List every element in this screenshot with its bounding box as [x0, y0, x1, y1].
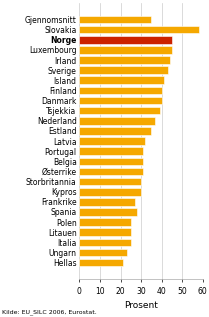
X-axis label: Prosent: Prosent	[124, 301, 158, 310]
Bar	[79, 117, 155, 125]
Bar	[79, 208, 137, 216]
Bar	[79, 188, 141, 196]
Text: Kilde: EU_SILC 2006, Eurostat.: Kilde: EU_SILC 2006, Eurostat.	[2, 310, 97, 315]
Bar	[79, 259, 122, 266]
Bar	[79, 178, 141, 185]
Bar	[79, 127, 151, 135]
Bar	[79, 16, 151, 23]
Bar	[79, 107, 160, 114]
Bar	[79, 56, 170, 64]
Bar	[79, 66, 168, 74]
Bar	[79, 249, 127, 256]
Bar	[79, 36, 172, 43]
Bar	[79, 97, 162, 104]
Bar	[79, 239, 131, 246]
Bar	[79, 46, 172, 54]
Bar	[79, 137, 145, 145]
Bar	[79, 158, 143, 165]
Bar	[79, 229, 131, 236]
Bar	[79, 87, 162, 94]
Bar	[79, 26, 199, 33]
Bar	[79, 168, 143, 175]
Bar	[79, 147, 143, 155]
Bar	[79, 198, 135, 206]
Bar	[79, 218, 131, 226]
Bar	[79, 76, 164, 84]
